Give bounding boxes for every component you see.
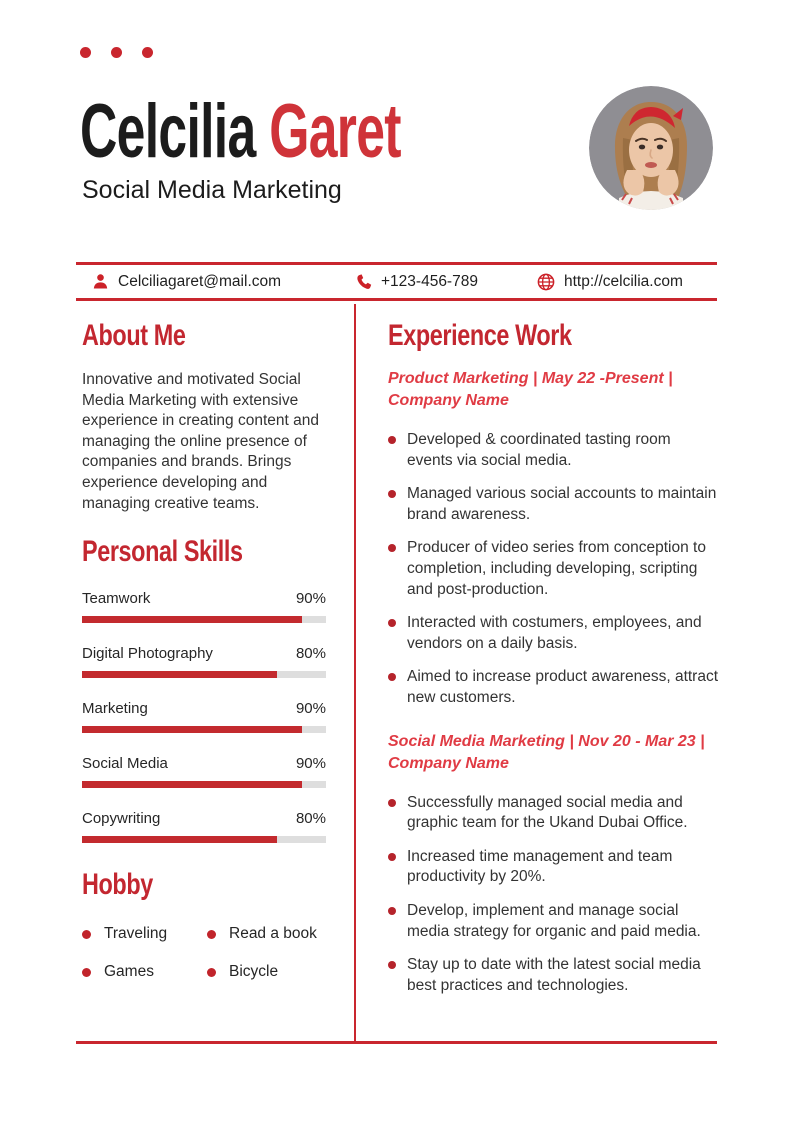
profile-photo bbox=[589, 86, 713, 210]
job-bullet: Producer of video series from conception… bbox=[388, 538, 718, 600]
hobby-title: Hobby bbox=[82, 868, 153, 902]
skill-percent: 90% bbox=[295, 700, 326, 718]
bullet-icon bbox=[388, 673, 396, 682]
bullet-text: Aimed to increase product awareness, att… bbox=[407, 668, 719, 706]
job-bullet-list: Developed & coordinated tasting room eve… bbox=[388, 430, 718, 709]
bullet-icon bbox=[388, 906, 396, 915]
bullet-icon bbox=[388, 798, 396, 807]
bullet-text: Successfully managed social media and gr… bbox=[407, 793, 688, 832]
job-title: Product Marketing | May 22 -Present | Co… bbox=[388, 370, 673, 409]
phone-text: +123-456-789 bbox=[381, 272, 478, 290]
name-last: Garet bbox=[269, 89, 401, 174]
job-bullet: Managed various social accounts to maint… bbox=[388, 484, 718, 525]
hobby-list: Traveling Read a book Games Bicycle bbox=[82, 925, 326, 981]
skill-label: Marketing bbox=[82, 700, 148, 718]
bullet-icon bbox=[388, 852, 396, 861]
skill-percent: 90% bbox=[295, 590, 326, 608]
bullet-icon bbox=[388, 619, 396, 628]
bullet-icon bbox=[207, 929, 216, 939]
skill-label: Copywriting bbox=[82, 810, 161, 828]
column-divider bbox=[354, 304, 356, 1041]
skill-bar-track bbox=[82, 671, 326, 679]
skill-bar-fill bbox=[82, 726, 302, 734]
contact-bar: Celciliagaret@mail.com +123-456-789 http… bbox=[76, 262, 717, 301]
hobby-item: Games bbox=[82, 963, 207, 981]
globe-icon bbox=[537, 273, 555, 290]
experience-title: Experience Work bbox=[388, 319, 572, 352]
about-text: Innovative and motivated Social Media Ma… bbox=[82, 371, 319, 512]
bullet-icon bbox=[388, 436, 396, 444]
contact-email: Celciliagaret@mail.com bbox=[92, 273, 281, 291]
skill-label: Digital Photography bbox=[82, 645, 213, 663]
hobby-label: Bicycle bbox=[229, 963, 279, 981]
job-subtitle: Social Media Marketing bbox=[82, 176, 342, 204]
skills-title: Personal Skills bbox=[82, 535, 243, 569]
decor-dot bbox=[111, 47, 122, 58]
skill-item: Copywriting 80% bbox=[82, 810, 326, 844]
bullet-icon bbox=[207, 967, 216, 977]
bullet-text: Developed & coordinated tasting room eve… bbox=[407, 431, 671, 469]
job-bullet: Successfully managed social media and gr… bbox=[388, 793, 718, 834]
bullet-text: Increased time management and team produ… bbox=[407, 847, 673, 886]
hobby-item: Bicycle bbox=[207, 963, 326, 981]
job-bullet: Developed & coordinated tasting room eve… bbox=[388, 430, 718, 471]
job-bullet: Stay up to date with the latest social m… bbox=[388, 955, 718, 996]
email-text: Celciliagaret@mail.com bbox=[118, 272, 282, 290]
hobby-item: Read a book bbox=[207, 925, 326, 943]
skill-bar-track bbox=[82, 616, 326, 624]
bullet-text: Producer of video series from conception… bbox=[407, 539, 706, 598]
bullet-text: Interacted with costumers, employees, an… bbox=[407, 614, 702, 652]
experience-section: Experience Work Product Marketing | May … bbox=[388, 318, 718, 1009]
decor-dot bbox=[142, 47, 153, 58]
skill-label: Teamwork bbox=[82, 590, 151, 608]
skill-bar-track bbox=[82, 726, 326, 734]
contact-website: http://celcilia.com bbox=[537, 273, 683, 291]
bottom-rule bbox=[76, 1041, 717, 1044]
bullet-text: Managed various social accounts to maint… bbox=[407, 485, 717, 523]
skill-bar-track bbox=[82, 781, 326, 789]
hobby-label: Read a book bbox=[229, 925, 317, 943]
website-text: http://celcilia.com bbox=[564, 272, 683, 290]
skill-bar-fill bbox=[82, 671, 278, 679]
skill-percent: 80% bbox=[295, 810, 326, 828]
decor-dots bbox=[80, 47, 153, 58]
contact-phone: +123-456-789 bbox=[356, 273, 478, 291]
job-bullet: Aimed to increase product awareness, att… bbox=[388, 667, 718, 708]
job-bullet: Develop, implement and manage social med… bbox=[388, 901, 718, 942]
phone-icon bbox=[357, 273, 372, 289]
hobby-item: Traveling bbox=[82, 925, 207, 943]
job-title: Social Media Marketing | Nov 20 - Mar 23… bbox=[388, 732, 705, 772]
left-column: About Me Innovative and motivated Social… bbox=[82, 318, 326, 981]
bullet-text: Develop, implement and manage social med… bbox=[407, 901, 701, 940]
bullet-icon bbox=[388, 961, 396, 970]
job-bullet: Interacted with costumers, employees, an… bbox=[388, 613, 718, 654]
skill-bar-track bbox=[82, 836, 326, 844]
person-name: Celcilia Garet bbox=[80, 94, 552, 170]
skill-label: Social Media bbox=[82, 755, 168, 773]
skill-percent: 90% bbox=[295, 755, 326, 773]
bullet-icon bbox=[388, 544, 396, 553]
name-first: Celcilia bbox=[80, 89, 256, 174]
bullet-icon bbox=[82, 929, 91, 939]
decor-dot bbox=[80, 47, 91, 58]
hobby-label: Games bbox=[104, 963, 154, 981]
hobby-label: Traveling bbox=[104, 925, 168, 943]
skill-item: Marketing 90% bbox=[82, 700, 326, 734]
bullet-text: Stay up to date with the latest social m… bbox=[407, 956, 701, 994]
job-bullet-list: Successfully managed social media and gr… bbox=[388, 793, 718, 997]
skill-item: Social Media 90% bbox=[82, 755, 326, 789]
skill-bar-fill bbox=[82, 836, 278, 844]
profile-photo-illustration bbox=[589, 86, 713, 210]
skill-percent: 80% bbox=[295, 645, 326, 663]
skill-bar-fill bbox=[82, 781, 302, 789]
job-bullet: Increased time management and team produ… bbox=[388, 847, 718, 888]
skill-item: Teamwork 90% bbox=[82, 590, 326, 624]
about-title: About Me bbox=[82, 319, 186, 352]
bullet-icon bbox=[388, 490, 396, 499]
bullet-icon bbox=[82, 967, 91, 977]
skill-bar-fill bbox=[82, 616, 302, 624]
person-icon bbox=[93, 274, 108, 289]
skill-item: Digital Photography 80% bbox=[82, 645, 326, 679]
